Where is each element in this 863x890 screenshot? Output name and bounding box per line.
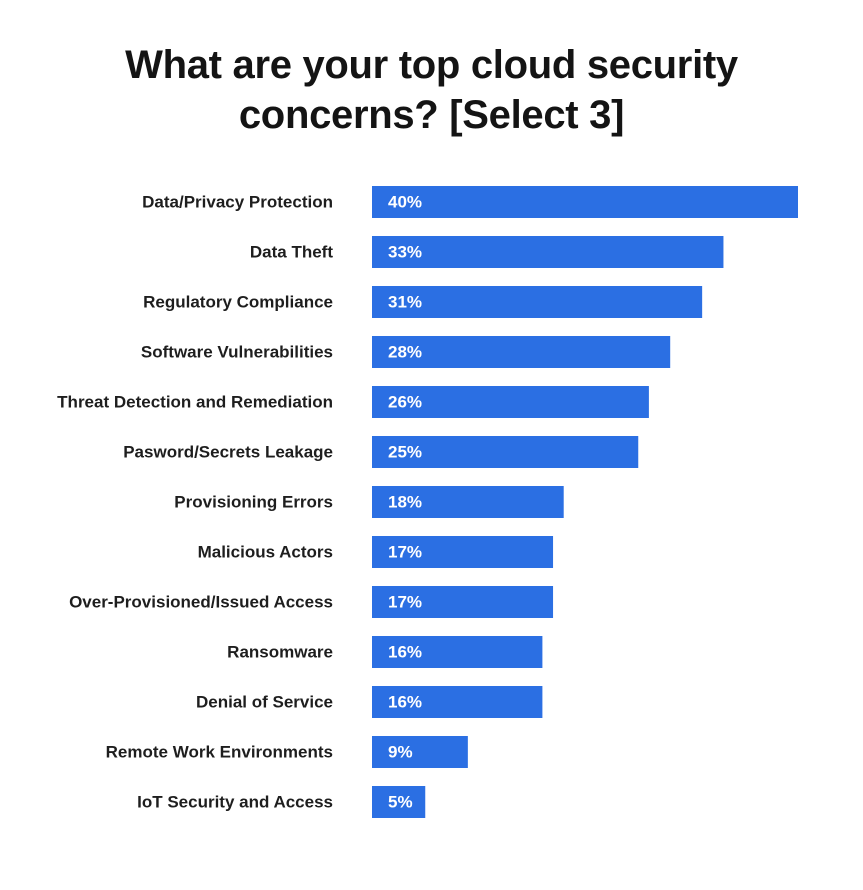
chart-title-line-1: What are your top cloud security <box>125 43 738 87</box>
bar-row: Remote Work Environments 9% <box>106 736 468 768</box>
bar-row: Provisioning Errors 18% <box>174 486 564 518</box>
bar <box>372 536 554 568</box>
chart-title: What are your top cloud security concern… <box>0 40 863 140</box>
category-label: Data/Privacy Protection <box>142 193 333 212</box>
category-label: Remote Work Environments <box>106 743 333 762</box>
value-label: 17% <box>388 543 422 562</box>
bar-row: Regulatory Compliance 31% <box>143 286 703 318</box>
category-label: Ransomware <box>227 643 333 662</box>
category-label: Malicious Actors <box>198 543 333 562</box>
bar <box>372 686 543 718</box>
bar-row: IoT Security and Access 5% <box>137 786 426 818</box>
category-label: Regulatory Compliance <box>143 293 333 312</box>
bar <box>372 386 649 418</box>
category-label: Over-Provisioned/Issued Access <box>69 593 333 612</box>
value-label: 18% <box>388 493 422 512</box>
bar <box>372 486 564 518</box>
value-label: 40% <box>388 193 422 212</box>
value-label: 17% <box>388 593 422 612</box>
bar <box>372 736 468 768</box>
category-label: Denial of Service <box>196 693 333 712</box>
value-label: 33% <box>388 243 422 262</box>
value-label: 26% <box>388 393 422 412</box>
bar-row: Software Vulnerabilities 28% <box>141 336 671 368</box>
value-label: 16% <box>388 643 422 662</box>
value-label: 25% <box>388 443 422 462</box>
category-label: Data Theft <box>250 243 333 262</box>
bar-row: Denial of Service 16% <box>196 686 543 718</box>
bar <box>372 786 426 818</box>
bar-row: Threat Detection and Remediation 26% <box>57 386 649 418</box>
value-label: 9% <box>388 743 413 762</box>
bar <box>372 636 543 668</box>
bar-row: Data/Privacy Protection 40% <box>142 186 798 218</box>
bar <box>372 286 703 318</box>
category-label: Pasword/Secrets Leakage <box>123 443 333 462</box>
bar-row: Pasword/Secrets Leakage 25% <box>123 436 639 468</box>
category-label: IoT Security and Access <box>137 793 333 812</box>
bar <box>372 336 671 368</box>
bar <box>372 236 724 268</box>
bar-row: Data Theft 33% <box>250 236 724 268</box>
value-label: 16% <box>388 693 422 712</box>
chart-title-line-2: concerns? [Select 3] <box>238 93 625 137</box>
value-label: 28% <box>388 343 422 362</box>
bar <box>372 586 554 618</box>
bar <box>372 186 798 218</box>
bar-row: Over-Provisioned/Issued Access 17% <box>69 586 554 618</box>
category-label: Provisioning Errors <box>174 493 333 512</box>
bar-row: Malicious Actors 17% <box>198 536 554 568</box>
value-label: 5% <box>388 793 413 812</box>
category-label: Threat Detection and Remediation <box>57 393 333 412</box>
category-label: Software Vulnerabilities <box>141 343 333 362</box>
value-label: 31% <box>388 293 422 312</box>
bar-row: Ransomware 16% <box>227 636 543 668</box>
bar <box>372 436 639 468</box>
